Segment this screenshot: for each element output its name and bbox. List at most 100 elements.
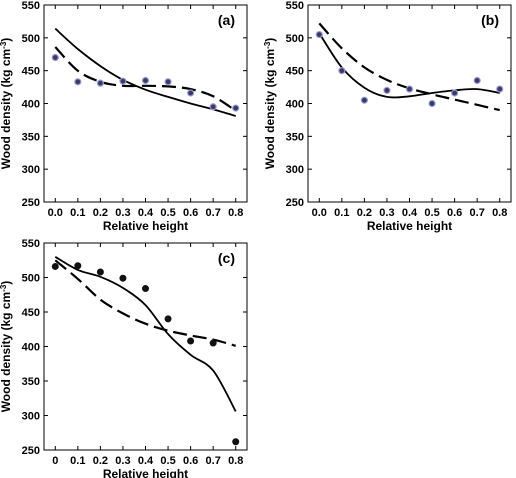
panel-c-x-tick-label: 0.3 (115, 455, 130, 467)
panel-b-x-tick-label: 0.2 (357, 207, 372, 219)
panel-a-data-point (119, 77, 127, 85)
panel-a-data-point (51, 53, 59, 62)
panel-b-y-tick-label: 550 (286, 0, 304, 12)
panel-b-y-tick-label: 350 (286, 131, 304, 143)
panel-a: 0.0 0.1 0.2 0.3 0.4 0.5 0.6 0.7 0.8 250 300 350 400 4… (0, 0, 248, 233)
panel-a-y-tick-label: 400 (22, 99, 40, 111)
panel-a-data-point (96, 79, 104, 87)
panel-b-x-tick-label: 0.5 (424, 207, 439, 219)
panel-a-x-tick-label: 0.3 (115, 207, 130, 219)
panel-a-x-tick-label: 0.7 (206, 207, 221, 219)
panel-c-x-tick-label: 0.7 (206, 455, 221, 467)
panel-a-y-tick-label: 250 (22, 197, 40, 209)
panel-a-y-axis-title-close: ) (0, 38, 13, 42)
panel-a-y-axis-title: Wood density (kg cm-3) (0, 38, 13, 170)
panel-b-y-axis-title-close: ) (263, 38, 277, 42)
panel-c-plot-frame (43, 242, 248, 451)
panel-b-y-tick-label: 400 (286, 99, 304, 111)
panel-a-label: (a) (218, 12, 235, 28)
panel-b-y-tick-label: 300 (286, 164, 304, 176)
panel-c-y-tick-label: 450 (22, 307, 40, 319)
panel-a-y-axis-title-main: Wood density (kg cm (0, 49, 13, 169)
panel-a-data-point (232, 104, 240, 112)
panel-a-data-point (141, 76, 150, 85)
panel-b-x-tick-label: 0.6 (447, 207, 462, 219)
panel-c-label: (c) (218, 250, 235, 266)
panel-b-data-point (428, 99, 436, 108)
panel-c-y-axis-title-close: ) (0, 281, 13, 285)
panel-c-data-point (164, 315, 172, 323)
panel-b: 0.0 0.1 0.2 0.3 0.4 0.5 0.6 0.7 0.8 250 300 350 400 4… (263, 0, 512, 233)
panel-a-data-point (74, 78, 82, 86)
panel-b-x-tick-label: 0.0 (312, 207, 327, 219)
panel-b-data-point (360, 96, 368, 104)
panel-b-solid-curve (318, 32, 500, 99)
panel-a-plot-frame (43, 4, 248, 203)
panel-a-data-point (209, 103, 217, 111)
panel-b-x-tick-label: 0.4 (402, 207, 418, 219)
panel-c-x-tick-label: 0.4 (138, 455, 154, 467)
panel-c-y-tick-label: 300 (22, 411, 40, 423)
panel-b-y-tick-label: 500 (286, 33, 304, 45)
panel-c-y-tick-label: 250 (22, 445, 40, 457)
panel-b-label: (b) (481, 12, 499, 28)
panel-a-y-tick-label: 450 (22, 66, 40, 78)
panel-b-y-tick-label: 250 (286, 197, 304, 209)
panel-c-data-point (96, 268, 104, 276)
panel-a-y-axis-title-sup: -3 (0, 41, 8, 49)
panel-a-data-point (187, 89, 195, 97)
panel-c-y-axis-title-sup: -3 (0, 284, 8, 292)
panel-b-data-point (496, 85, 504, 93)
panel-a-dashed-curve (54, 46, 237, 112)
panel-c-x-tick-label: 0 (52, 455, 58, 467)
panel-b-data-point (383, 86, 391, 94)
panel-a-x-tick-label: 0.4 (138, 207, 154, 219)
panel-c-x-tick-label: 0.5 (160, 455, 175, 467)
panel-b-data-point (338, 67, 346, 75)
panel-a-y-tick-label: 500 (22, 33, 40, 45)
panel-c-solid-curve (54, 256, 237, 412)
panel-c-y-tick-label: 500 (22, 273, 40, 285)
panel-c-data-point (187, 337, 195, 345)
panel-c-data-point (232, 438, 240, 446)
panel-a-x-tick-label: 0.6 (183, 207, 198, 219)
panel-a-y-tick-label: 550 (22, 0, 40, 12)
panel-b-x-tick-label: 0.7 (470, 207, 485, 219)
panel-c-x-tick-label: 0.1 (70, 455, 85, 467)
panel-b-data-point (473, 76, 481, 85)
panel-a-data-point (164, 78, 172, 86)
panel-c-data-point (51, 262, 59, 270)
panel-b-y-tick-label: 450 (286, 66, 304, 78)
panel-b-x-axis-title: Relative height (367, 219, 452, 233)
panel-c-dashed-curve (54, 259, 236, 347)
panel-b-data-point (315, 30, 323, 39)
panel-b-y-axis-title-sup: -3 (263, 41, 272, 49)
panel-c-y-axis-title: Wood density (kg cm-3) (0, 281, 13, 413)
panel-c-y-tick-label: 550 (22, 238, 40, 250)
panel-a-x-axis-title: Relative height (103, 219, 188, 233)
panel-c-y-tick-label: 400 (22, 342, 40, 354)
panel-a-x-tick-label: 0.5 (160, 207, 175, 219)
panel-c-y-tick-label: 350 (22, 376, 40, 388)
panel-b-y-axis-title: Wood density (kg cm-3) (263, 38, 277, 170)
panel-b-data-point (451, 89, 459, 97)
panel-c-data-point (209, 339, 217, 347)
panel-a-x-tick-label: 0.1 (70, 207, 85, 219)
panel-a-solid-curve (54, 27, 236, 117)
panel-c-data-point (74, 262, 82, 270)
panel-b-plot-frame (307, 4, 512, 203)
panel-a-x-tick-label: 0.2 (93, 207, 108, 219)
panel-b-y-axis-title-main: Wood density (kg cm (263, 49, 277, 169)
panel-a-x-tick-label: 0.0 (48, 207, 63, 219)
panel-c-x-axis-title: Relative height (103, 467, 188, 478)
panel-c-x-tick-label: 0.2 (93, 455, 108, 467)
panel-b-x-tick-label: 0.8 (492, 207, 507, 219)
panel-a-x-tick-label: 0.8 (228, 207, 243, 219)
panel-a-y-tick-label: 300 (22, 164, 40, 176)
panel-c: 0 0.1 0.2 0.3 0.4 0.5 0.6 0.7 0.8 250 300 350 400 450… (0, 238, 248, 478)
panel-b-x-tick-label: 0.3 (379, 207, 394, 219)
panel-b-x-tick-label: 0.1 (334, 207, 349, 219)
panel-c-x-tick-label: 0.8 (228, 455, 243, 467)
panel-b-data-point (405, 85, 414, 93)
